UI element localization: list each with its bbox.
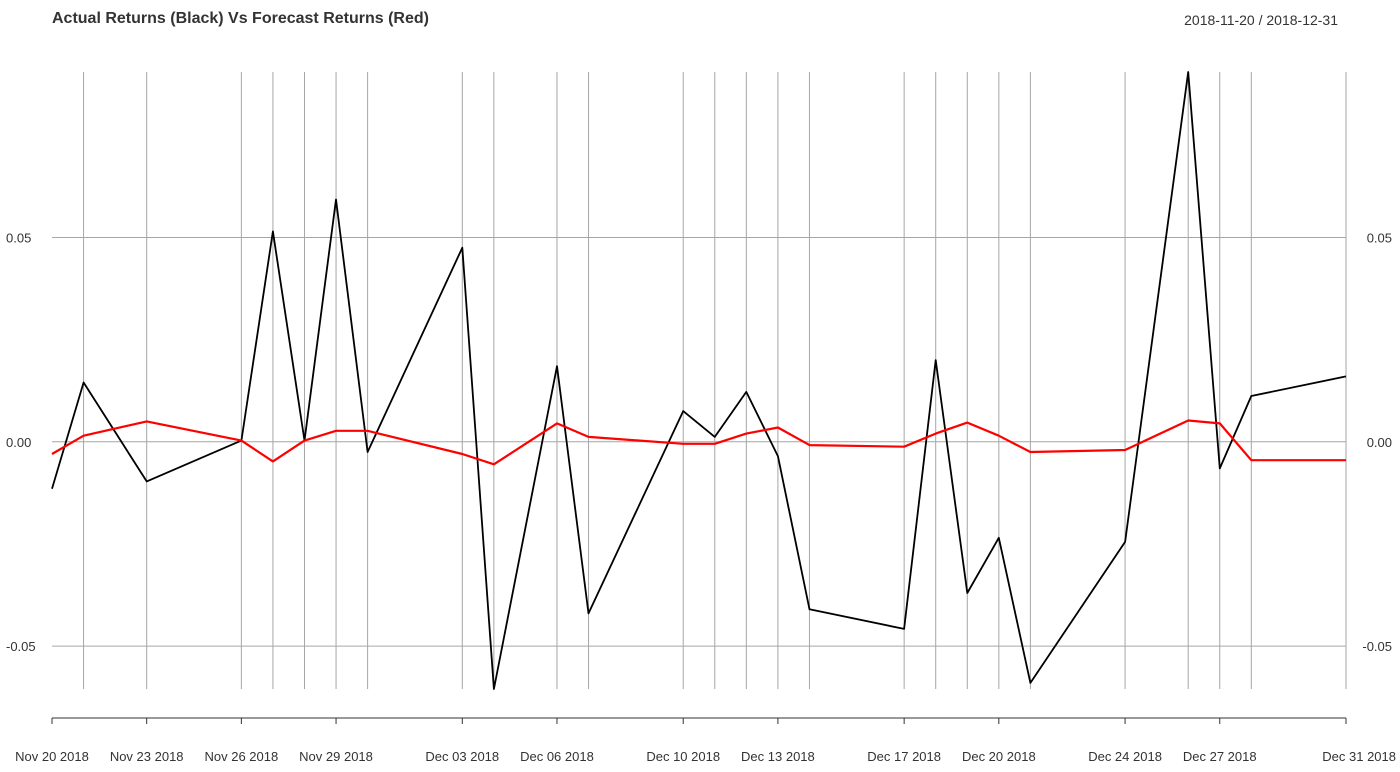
x-tick-label: Dec 10 2018	[646, 749, 720, 764]
actual-returns-line	[51, 71, 1347, 690]
y-tick-label-left: 0.05	[6, 230, 31, 245]
x-tick-label: Dec 31 2018	[1322, 749, 1396, 764]
y-tick-label-right: 0.05	[1367, 230, 1392, 245]
x-tick-label: Dec 13 2018	[741, 749, 815, 764]
date-range: 2018-11-20 / 2018-12-31	[1184, 12, 1338, 28]
y-tick-label-right: 0.00	[1367, 435, 1392, 450]
horizontal-grid	[52, 236, 1346, 647]
x-tick-label: Dec 20 2018	[962, 749, 1036, 764]
x-tick-label: Dec 27 2018	[1183, 749, 1257, 764]
x-tick-label: Nov 29 2018	[299, 749, 373, 764]
x-axis: Nov 20 2018 Nov 23 2018 Nov 26 2018 Nov 29 …	[15, 717, 1396, 764]
x-tick-label: Nov 26 2018	[204, 749, 278, 764]
x-tick-label: Dec 24 2018	[1088, 749, 1162, 764]
forecast-returns-line	[51, 419, 1346, 466]
x-tick-label: Nov 20 2018	[15, 749, 89, 764]
x-tick-label: Nov 23 2018	[110, 749, 184, 764]
y-axis-left: -0.05 0.00 0.05	[6, 230, 36, 654]
y-tick-label-left: 0.00	[6, 435, 31, 450]
x-tick-label: Dec 17 2018	[867, 749, 941, 764]
x-tick-label: Dec 06 2018	[520, 749, 594, 764]
y-axis-right: -0.05 0.00 0.05	[1362, 230, 1392, 654]
series-lines	[51, 71, 1347, 690]
x-tick-label: Dec 03 2018	[425, 749, 499, 764]
y-tick-label-right: -0.05	[1362, 639, 1392, 654]
vertical-grid	[83, 72, 1347, 689]
y-tick-label-left: -0.05	[6, 639, 36, 654]
chart-title: Actual Returns (Black) Vs Forecast Retur…	[52, 10, 429, 27]
